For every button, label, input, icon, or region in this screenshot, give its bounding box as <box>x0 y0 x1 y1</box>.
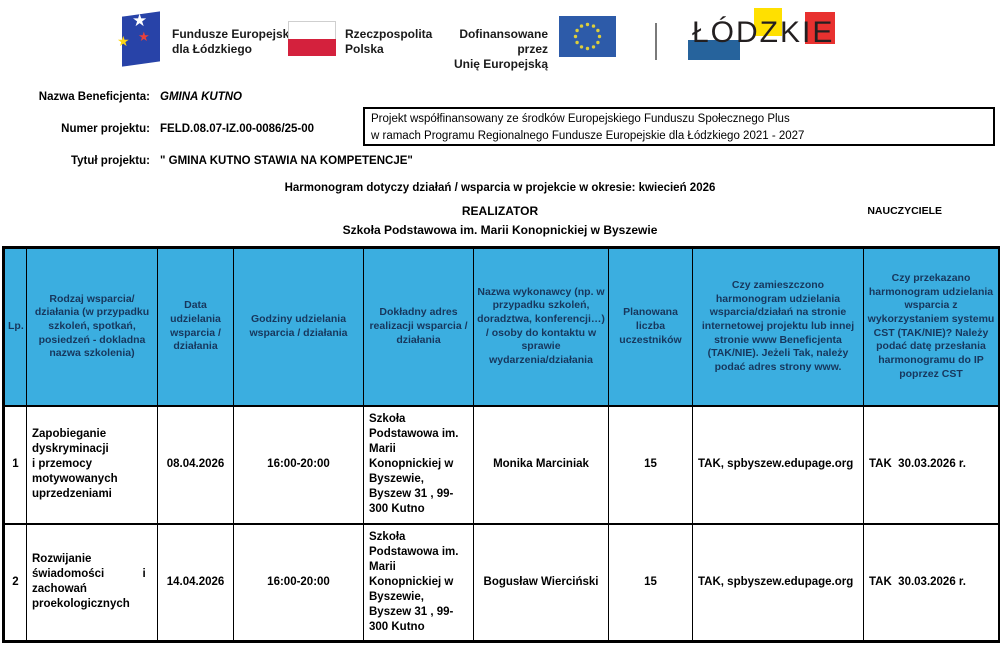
table-row: 2 Rozwijanie świadomości i zachowań proe… <box>3 522 1000 642</box>
cell-cst-sent: TAK 30.03.2026 r. <box>863 522 1000 642</box>
fundusze-europejskie-logo-icon: ★ ★ ★ <box>117 10 166 68</box>
lodzkie-logo: ŁÓDZKIE <box>688 8 848 68</box>
project-number-value: FELD.08.07-IZ.00-0086/25-00 <box>160 123 315 135</box>
cell-date: 08.04.2026 <box>157 404 234 524</box>
header-lp: Lp. <box>3 247 27 407</box>
cofinancing-note: Projekt współfinansowany ze środków Euro… <box>363 107 995 146</box>
poland-caption: Rzeczpospolita Polska <box>345 27 432 57</box>
header-address: Dokładny adres realizacji wsparcia / dzi… <box>363 247 474 407</box>
cell-website-published: TAK, spbyszew.edupage.org <box>692 522 864 642</box>
beneficiary-label: Nazwa Beneficjenta: <box>38 91 150 103</box>
eu-funding-caption: Dofinansowane przez Unię Europejską <box>428 27 548 72</box>
realizator-heading: REALIZATOR <box>461 204 539 218</box>
poland-caption-line1: Rzeczpospolita <box>345 27 433 41</box>
lodzkie-wordmark: ŁÓDZKIE <box>692 16 835 49</box>
header-participants: Planowana liczba uczestników <box>608 247 693 407</box>
fe-logo-caption: Fundusze Europejskie dla Łódzkiego <box>172 27 299 57</box>
target-group-label: NAUCZYCIELE <box>867 205 942 217</box>
poland-flag-white-stripe <box>288 21 336 39</box>
cell-lp: 2 <box>3 522 27 642</box>
logo-divider <box>655 23 657 60</box>
project-title-label: Tytuł projektu: <box>70 155 150 167</box>
project-title-value: " GMINA KUTNO STAWIA NA KOMPETENCJE" <box>160 155 413 167</box>
cell-lp: 1 <box>3 404 27 524</box>
cell-participants: 15 <box>608 522 693 642</box>
fe-white-star-icon: ★ <box>132 11 148 30</box>
table-header-row: Lp. Rodzaj wsparcia/ działania (w przypa… <box>3 247 1000 407</box>
schedule-title: Harmonogram dotyczy działań / wsparcia w… <box>284 182 716 194</box>
header-date: Data udzielania wsparcia / działania <box>157 247 234 407</box>
header-cst-sent: Czy przekazano harmonogram udzielania ws… <box>863 247 1000 407</box>
lodzkie-yellow-square <box>754 8 782 36</box>
cell-address: Szkoła Podstawowa im. Marii Konopnickiej… <box>363 522 474 642</box>
cofinancing-note-line1: Projekt współfinansowany ze środków Euro… <box>371 113 790 125</box>
cell-support-type: Zapobieganie dyskryminacji i przemocy mo… <box>26 404 158 524</box>
schedule-table: Lp. Rodzaj wsparcia/ działania (w przypa… <box>2 246 1000 643</box>
table-row: 1 Zapobieganie dyskryminacji i przemocy … <box>3 404 1000 524</box>
fe-logo-caption-line1: Fundusze Europejskie <box>172 27 300 41</box>
beneficiary-value: GMINA KUTNO <box>160 91 242 103</box>
cell-hours: 16:00-20:00 <box>233 404 364 524</box>
eu-flag-icon <box>559 16 616 57</box>
cell-support-type: Rozwijanie świadomości i zachowań proeko… <box>26 522 158 642</box>
eu-funding-caption-line2: Unię Europejską <box>453 57 548 71</box>
cell-participants: 15 <box>608 404 693 524</box>
cell-date: 14.04.2026 <box>157 522 234 642</box>
poland-caption-line2: Polska <box>345 42 384 56</box>
poland-flag-icon <box>288 21 336 56</box>
cell-cst-sent: TAK 30.03.2026 r. <box>863 404 1000 524</box>
lodzkie-red-square <box>805 12 835 44</box>
lodzkie-blue-square <box>688 40 740 60</box>
header-website-published: Czy zamieszczono harmonogram udzielania … <box>692 247 864 407</box>
header-contractor: Nazwa wykonawcy (np. w przypadku szkoleń… <box>473 247 609 407</box>
header-hours: Godziny udzielania wsparcia / działania <box>233 247 364 407</box>
cell-address: Szkoła Podstawowa im. Marii Konopnickiej… <box>363 404 474 524</box>
fe-red-star-icon: ★ <box>138 29 150 44</box>
fe-logo-caption-line2: dla Łódzkiego <box>172 42 253 56</box>
project-number-label: Numer projektu: <box>61 123 150 135</box>
cell-website-published: TAK, spbyszew.edupage.org <box>692 404 864 524</box>
eu-funding-caption-line1: Dofinansowane przez <box>459 27 548 56</box>
header-support-type: Rodzaj wsparcia/ działania (w przypadku … <box>26 247 158 407</box>
poland-flag-red-stripe <box>288 38 336 56</box>
fe-yellow-star-icon: ★ <box>117 33 130 49</box>
logo-strip: ★ ★ ★ Fundusze Europejskie dla Łódzkiego… <box>0 0 1000 80</box>
cell-contractor: Bogusław Wierciński <box>473 522 609 642</box>
cell-contractor: Monika Marciniak <box>473 404 609 524</box>
cell-hours: 16:00-20:00 <box>233 522 364 642</box>
school-name: Szkoła Podstawowa im. Marii Konopnickiej… <box>342 223 658 237</box>
cofinancing-note-line2: w ramach Programu Regionalnego Fundusze … <box>371 129 805 142</box>
